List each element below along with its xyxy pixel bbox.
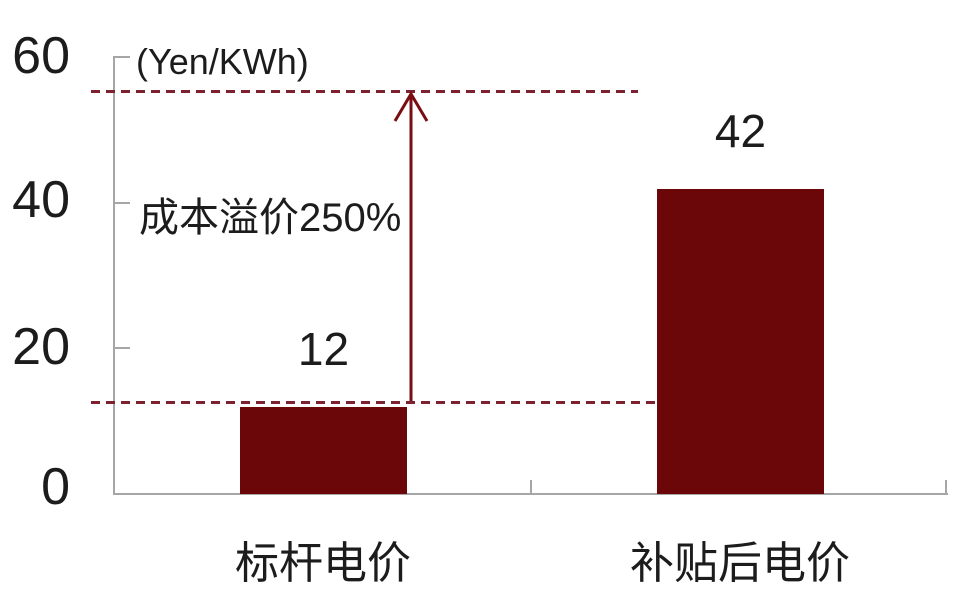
y-axis-tick-40	[115, 202, 130, 204]
bar-value-label: 12	[297, 323, 350, 375]
bar-value-label: 42	[714, 105, 767, 157]
dashed-guide-lower	[91, 401, 656, 404]
y-tick-label-40: 40	[12, 171, 70, 229]
x-axis-tick-right	[945, 480, 947, 493]
bar-subsidized-price	[657, 189, 824, 494]
category-label-benchmark: 标杆电价	[235, 539, 411, 588]
x-axis-line	[113, 493, 948, 495]
category-label-subsidized: 补贴后电价	[630, 539, 850, 588]
y-axis-tick-60	[115, 56, 130, 58]
y-tick-label-0: 0	[41, 458, 70, 516]
y-axis-line	[113, 56, 115, 494]
bar-benchmark-price	[240, 407, 407, 494]
dashed-guide-upper	[91, 90, 638, 93]
up-arrow-icon	[393, 91, 429, 401]
y-tick-label-20: 20	[12, 318, 70, 376]
axis-unit-label: (Yen/KWh)	[136, 41, 309, 82]
x-axis-tick-middle	[530, 480, 532, 493]
y-axis-tick-20	[115, 347, 130, 349]
cost-premium-annotation: 成本溢价250%	[139, 196, 402, 240]
y-tick-label-60: 60	[12, 27, 70, 85]
